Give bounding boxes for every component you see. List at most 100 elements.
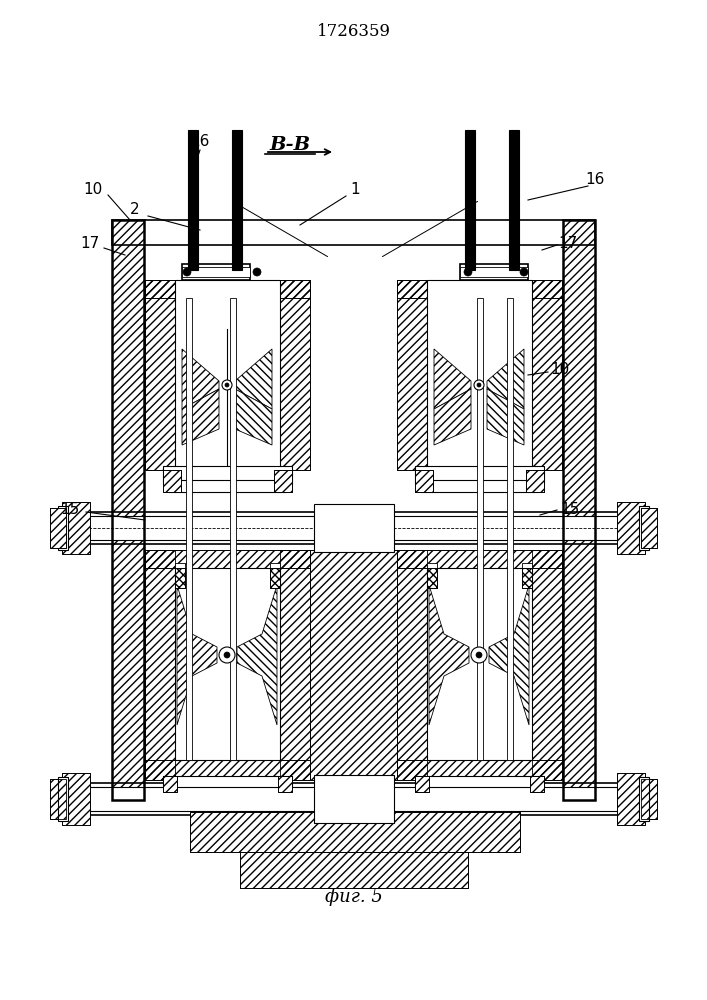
Bar <box>522 568 532 588</box>
Bar <box>617 502 645 554</box>
Bar <box>427 568 437 588</box>
Bar <box>182 264 250 280</box>
Polygon shape <box>237 585 277 725</box>
Bar <box>415 776 429 792</box>
Bar <box>280 280 310 470</box>
Bar <box>190 812 520 852</box>
Bar <box>175 280 280 470</box>
Bar <box>397 550 427 780</box>
Bar <box>145 760 310 780</box>
Bar <box>58 506 68 550</box>
Bar <box>240 852 468 888</box>
Bar <box>175 568 280 760</box>
Polygon shape <box>434 389 471 445</box>
Bar <box>145 280 175 470</box>
Bar <box>145 550 310 568</box>
Bar <box>145 550 175 780</box>
Bar <box>427 563 437 588</box>
Bar <box>522 563 532 588</box>
Text: 17: 17 <box>559 236 578 251</box>
Bar <box>270 563 280 588</box>
Bar <box>532 550 562 780</box>
Bar <box>532 280 562 470</box>
Bar <box>397 760 562 780</box>
Bar <box>175 563 185 588</box>
Bar <box>526 470 544 492</box>
Circle shape <box>471 647 487 663</box>
Bar <box>145 280 175 470</box>
Bar <box>563 220 595 800</box>
Bar <box>230 298 236 760</box>
Bar <box>163 470 181 492</box>
Bar <box>310 550 397 780</box>
Circle shape <box>219 647 235 663</box>
Bar <box>639 506 649 550</box>
Text: 10: 10 <box>83 182 103 198</box>
Bar <box>460 267 528 277</box>
Bar <box>397 280 562 298</box>
Circle shape <box>477 383 481 387</box>
Bar <box>145 280 310 298</box>
Bar <box>397 280 427 470</box>
Bar <box>112 220 144 800</box>
Text: 16: 16 <box>190 134 210 149</box>
Bar <box>280 280 310 470</box>
Circle shape <box>253 268 261 276</box>
Bar <box>190 812 520 852</box>
Bar <box>563 220 595 800</box>
Bar <box>641 779 657 819</box>
Bar <box>163 776 177 792</box>
Bar <box>397 550 562 568</box>
Bar <box>62 502 90 554</box>
Bar <box>477 298 483 760</box>
Bar <box>460 264 528 280</box>
Circle shape <box>225 383 229 387</box>
Bar <box>522 568 532 588</box>
Bar <box>641 779 657 819</box>
Bar <box>62 773 90 825</box>
Bar <box>145 760 310 780</box>
Bar <box>415 470 433 492</box>
Bar <box>274 470 292 492</box>
Circle shape <box>476 652 482 658</box>
Polygon shape <box>487 349 524 409</box>
Polygon shape <box>177 585 217 725</box>
Bar <box>617 773 645 825</box>
Bar <box>270 568 280 588</box>
Bar <box>427 568 532 760</box>
Bar <box>175 568 185 588</box>
Bar <box>50 779 66 819</box>
Circle shape <box>474 380 484 390</box>
Text: фиг. 5: фиг. 5 <box>325 888 383 906</box>
Text: В-В: В-В <box>269 136 310 154</box>
Bar <box>62 502 90 554</box>
Bar <box>280 550 310 780</box>
Text: 15: 15 <box>60 502 80 518</box>
Bar <box>112 220 144 800</box>
Bar <box>530 776 544 792</box>
Bar <box>270 568 280 588</box>
Bar <box>186 298 192 760</box>
Text: 1726359: 1726359 <box>317 23 391 40</box>
Bar <box>415 470 433 492</box>
Bar <box>182 267 250 277</box>
Bar <box>639 777 649 821</box>
Bar <box>84 783 623 815</box>
Bar <box>617 502 645 554</box>
Bar <box>145 280 310 298</box>
Polygon shape <box>235 389 272 445</box>
Bar <box>232 130 242 270</box>
Bar <box>175 568 185 588</box>
Bar <box>280 550 310 780</box>
Circle shape <box>520 268 528 276</box>
Text: 10: 10 <box>550 362 570 377</box>
Bar <box>50 779 66 819</box>
Bar <box>84 512 623 544</box>
Bar <box>427 568 437 588</box>
Bar <box>145 550 175 780</box>
Text: 17: 17 <box>81 236 100 251</box>
Bar <box>509 130 519 270</box>
Bar <box>532 550 562 780</box>
Bar <box>163 776 292 792</box>
Bar <box>163 776 177 792</box>
